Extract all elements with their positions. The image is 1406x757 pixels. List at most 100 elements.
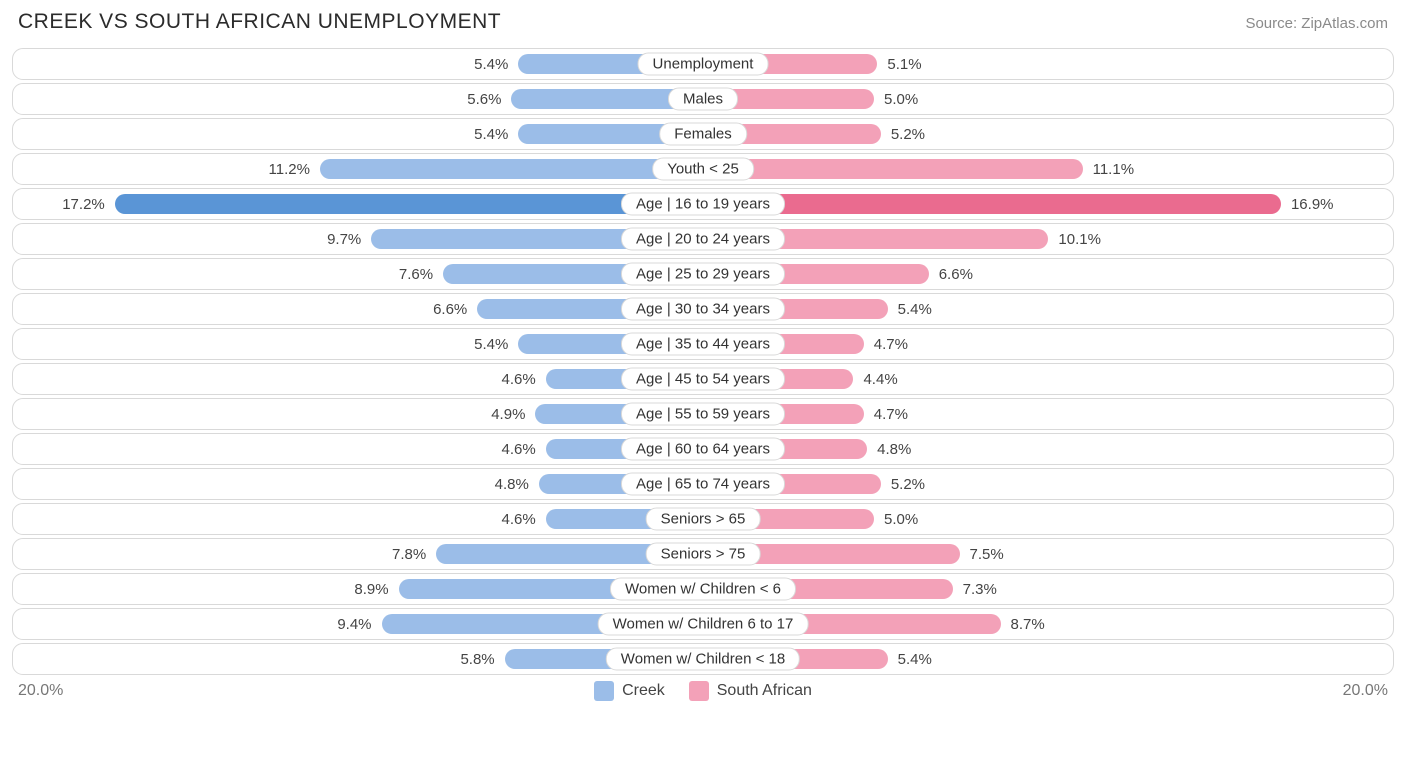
category-label: Age | 45 to 54 years — [621, 368, 785, 391]
value-right: 16.9% — [1281, 196, 1344, 213]
value-left: 5.4% — [464, 56, 518, 73]
value-right: 4.7% — [864, 406, 918, 423]
bar-left-container: 5.4% — [19, 333, 703, 355]
value-left: 4.6% — [491, 441, 545, 458]
axis-max-left: 20.0% — [18, 682, 63, 700]
chart-row: 9.7% 10.1% Age | 20 to 24 years — [12, 223, 1394, 255]
value-left: 5.4% — [464, 126, 518, 143]
value-left: 4.9% — [481, 406, 535, 423]
value-left: 5.8% — [450, 651, 504, 668]
category-label: Youth < 25 — [652, 158, 754, 181]
value-right: 6.6% — [929, 266, 983, 283]
chart-row: 5.4% 5.1%Unemployment — [12, 48, 1394, 80]
legend: Creek South African — [594, 681, 812, 701]
category-label: Age | 25 to 29 years — [621, 263, 785, 286]
bar-right-container: 4.8% — [703, 438, 1387, 460]
value-left: 4.6% — [491, 511, 545, 528]
bar-left-container: 5.6% — [19, 88, 703, 110]
chart-row: 4.6%5.0%Seniors > 65 — [12, 503, 1394, 535]
bar-left-container: 5.8% — [19, 648, 703, 670]
chart-row: 9.4%8.7%Women w/ Children 6 to 17 — [12, 608, 1394, 640]
chart-row: 7.8% 7.5% Seniors > 75 — [12, 538, 1394, 570]
axis-max-right: 20.0% — [1343, 682, 1388, 700]
bar-left-container: 4.9% — [19, 403, 703, 425]
value-left: 4.8% — [485, 476, 539, 493]
chart-row: 4.6% 4.8% Age | 60 to 64 years — [12, 433, 1394, 465]
chart-row: 5.6% 5.0% Males — [12, 83, 1394, 115]
bar-left-container: 5.4% — [19, 53, 703, 75]
category-label: Age | 20 to 24 years — [621, 228, 785, 251]
bar-left-container: 9.7% — [19, 228, 703, 250]
category-label: Age | 55 to 59 years — [621, 403, 785, 426]
bar-right-container: 5.0% — [703, 508, 1387, 530]
bar-right-container: 5.1% — [703, 53, 1387, 75]
chart-row: 4.8% 5.2%Age | 65 to 74 years — [12, 468, 1394, 500]
chart-footer: 20.0% Creek South African 20.0% — [12, 681, 1394, 701]
legend-swatch-creek — [594, 681, 614, 701]
category-label: Unemployment — [638, 53, 769, 76]
category-label: Age | 16 to 19 years — [621, 193, 785, 216]
value-left: 7.6% — [389, 266, 443, 283]
chart-row: 17.2% 16.9% Age | 16 to 19 years — [12, 188, 1394, 220]
value-right: 11.1% — [1083, 161, 1144, 178]
bar-right-container: 4.7% — [703, 403, 1387, 425]
category-label: Age | 30 to 34 years — [621, 298, 785, 321]
bar-left — [320, 159, 703, 179]
value-left: 11.2% — [259, 161, 320, 178]
value-right: 5.0% — [874, 91, 928, 108]
chart-header: CREEK VS SOUTH AFRICAN UNEMPLOYMENT Sour… — [12, 10, 1394, 34]
category-label: Women w/ Children 6 to 17 — [598, 613, 809, 636]
category-label: Age | 65 to 74 years — [621, 473, 785, 496]
chart-row: 4.6% 4.4%Age | 45 to 54 years — [12, 363, 1394, 395]
value-left: 4.6% — [491, 371, 545, 388]
chart-row: 11.2% 11.1% Youth < 25 — [12, 153, 1394, 185]
value-left: 17.2% — [52, 196, 115, 213]
category-label: Age | 60 to 64 years — [621, 438, 785, 461]
value-right: 5.4% — [888, 301, 942, 318]
bar-right-container: 4.4% — [703, 368, 1387, 390]
value-left: 7.8% — [382, 546, 436, 563]
bar-right — [703, 159, 1083, 179]
bar-right-container: 5.2% — [703, 123, 1387, 145]
value-left: 9.4% — [327, 616, 381, 633]
value-right: 10.1% — [1048, 231, 1111, 248]
bar-right-container: 5.0% — [703, 88, 1387, 110]
bar-left — [115, 194, 703, 214]
value-right: 7.5% — [960, 546, 1014, 563]
legend-item-south-african: South African — [689, 681, 812, 701]
value-right: 4.7% — [864, 336, 918, 353]
legend-label-south-african: South African — [717, 682, 812, 700]
value-right: 5.4% — [888, 651, 942, 668]
bar-left-container: 5.4% — [19, 123, 703, 145]
value-right: 4.8% — [867, 441, 921, 458]
chart-row: 5.4% 5.2% Females — [12, 118, 1394, 150]
category-label: Age | 35 to 44 years — [621, 333, 785, 356]
bar-left-container: 7.6% — [19, 263, 703, 285]
diverging-bar-chart: 5.4% 5.1%Unemployment 5.6% 5.0% Males 5.4% 5.2… — [12, 48, 1394, 675]
legend-label-creek: Creek — [622, 682, 665, 700]
legend-item-creek: Creek — [594, 681, 665, 701]
bar-left-container: 4.6% — [19, 508, 703, 530]
category-label: Females — [659, 123, 747, 146]
value-left: 5.6% — [457, 91, 511, 108]
bar-right-container: 5.2% — [703, 473, 1387, 495]
bar-left-container: 4.8% — [19, 473, 703, 495]
chart-row: 4.9% 4.7% Age | 55 to 59 years — [12, 398, 1394, 430]
bar-right-container: 4.7% — [703, 333, 1387, 355]
value-right: 5.2% — [881, 126, 935, 143]
bar-right-container: 10.1% — [703, 228, 1387, 250]
chart-row: 8.9% 7.3% Women w/ Children < 6 — [12, 573, 1394, 605]
chart-source: Source: ZipAtlas.com — [1245, 15, 1388, 32]
category-label: Males — [668, 88, 738, 111]
value-right: 7.3% — [953, 581, 1007, 598]
legend-swatch-south-african — [689, 681, 709, 701]
bar-right — [703, 194, 1281, 214]
bar-left-container: 6.6% — [19, 298, 703, 320]
value-left: 8.9% — [344, 581, 398, 598]
bar-right-container: 6.6% — [703, 263, 1387, 285]
category-label: Seniors > 75 — [646, 543, 761, 566]
value-left: 5.4% — [464, 336, 518, 353]
chart-row: 6.6% 5.4% Age | 30 to 34 years — [12, 293, 1394, 325]
bar-right-container: 11.1% — [703, 158, 1387, 180]
category-label: Women w/ Children < 6 — [610, 578, 796, 601]
